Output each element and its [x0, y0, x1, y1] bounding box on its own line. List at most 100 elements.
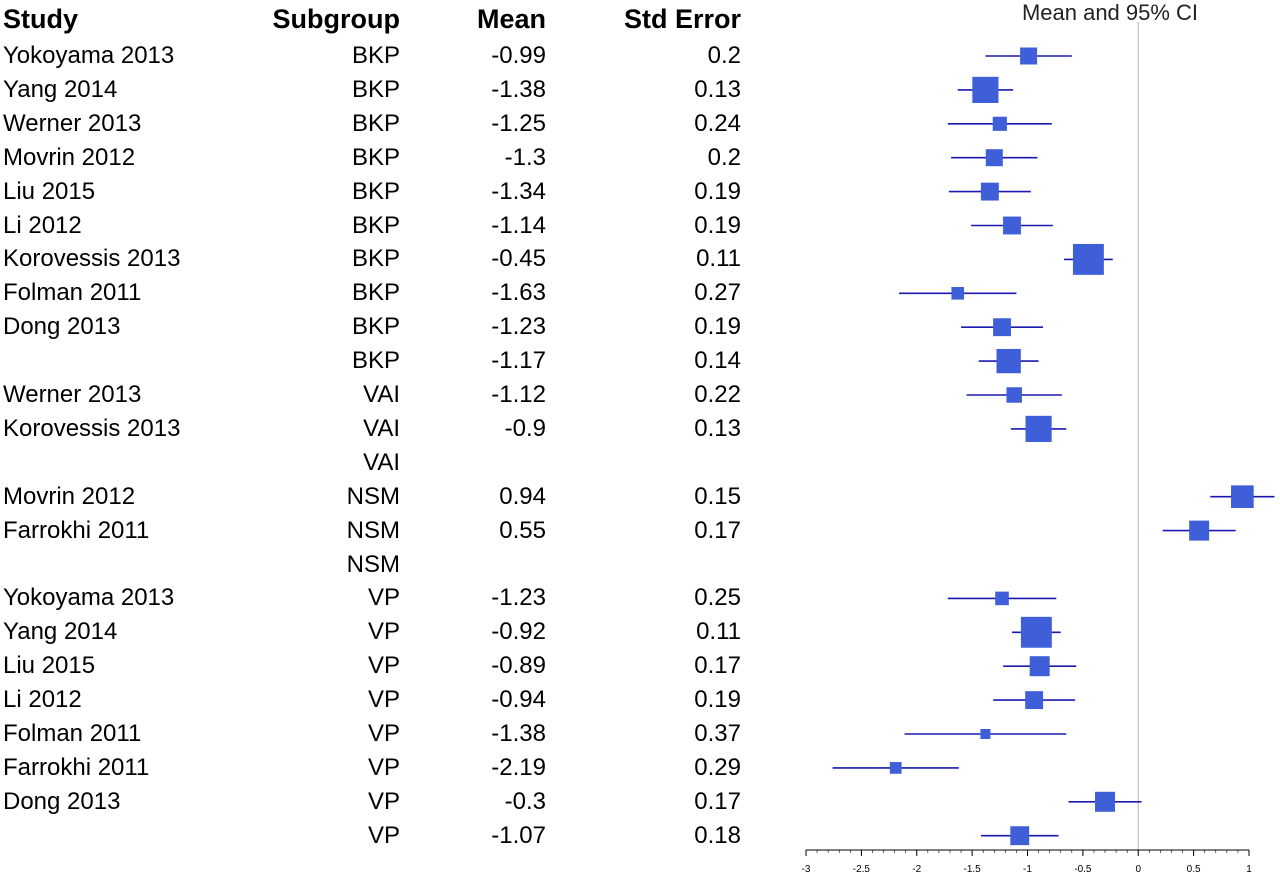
std-error-cell: 0.24	[694, 110, 741, 137]
mean-cell: -0.3	[504, 788, 546, 815]
effect-marker	[1231, 485, 1254, 509]
effect-marker	[1025, 691, 1044, 710]
subgroup-cell: NSM	[346, 551, 400, 578]
study-name: Werner 2013	[3, 381, 142, 408]
plot-title: Mean and 95% CI	[1021, 0, 1199, 25]
std-error-cell: 0.11	[696, 618, 741, 645]
x-tick-label: 0.5	[1187, 864, 1201, 875]
study-name: Movrin 2012	[3, 144, 136, 171]
subgroup-cell: BKP	[351, 279, 400, 306]
mean-cell: -1.63	[491, 279, 546, 306]
subgroup-cell: BKP	[351, 313, 400, 340]
std-error-cell: 0.17	[694, 652, 741, 679]
mean-cell: -2.19	[491, 754, 546, 781]
subgroup-cell: BKP	[351, 245, 400, 272]
study-name: Yokoyama 2013	[3, 42, 175, 69]
mean-cell: -1.3	[504, 144, 546, 171]
std-error-cell: 0.15	[694, 483, 741, 510]
effect-marker	[995, 591, 1009, 606]
study-name: Li 2012	[3, 686, 82, 713]
effect-marker	[1189, 520, 1210, 541]
std-error-cell: 0.27	[694, 279, 741, 306]
effect-marker	[1072, 243, 1104, 275]
mean-cell: -1.07	[491, 822, 546, 849]
effect-marker	[1010, 826, 1030, 846]
study-name: Dong 2013	[3, 788, 121, 815]
std-error-cell: 0.19	[694, 178, 741, 205]
study-name: Korovessis 2013	[3, 245, 181, 272]
subgroup-cell: NSM	[346, 517, 400, 544]
mean-cell: -1.38	[491, 720, 546, 747]
study-name: Movrin 2012	[3, 483, 136, 510]
study-name: Folman 2011	[3, 720, 142, 747]
mean-cell: -1.23	[491, 313, 546, 340]
x-tick-label: -3	[802, 864, 811, 875]
effect-marker	[1029, 656, 1050, 677]
subgroup-cell: VAI	[363, 449, 400, 476]
mean-cell: -1.25	[491, 110, 546, 137]
effect-marker	[1020, 47, 1038, 65]
mean-cell: -1.38	[491, 76, 546, 103]
std-error-cell: 0.11	[696, 245, 741, 272]
effect-marker	[993, 318, 1011, 337]
mean-cell: -0.89	[491, 652, 546, 679]
effect-marker	[980, 729, 991, 739]
study-name: Li 2012	[3, 212, 82, 239]
x-tick-label: -0.5	[1074, 864, 1092, 875]
study-name: Yang 2014	[3, 76, 118, 103]
x-tick-label: 1	[1246, 864, 1252, 875]
study-name: Liu 2015	[3, 178, 96, 205]
std-error-cell: 0.13	[694, 415, 741, 442]
std-error-cell: 0.22	[694, 381, 741, 408]
mean-cell: -1.34	[491, 178, 546, 205]
study-name: Liu 2015	[3, 652, 96, 679]
header-mean: Mean	[476, 4, 546, 34]
std-error-cell: 0.13	[694, 76, 741, 103]
std-error-cell: 0.37	[694, 720, 741, 747]
std-error-cell: 0.25	[694, 584, 741, 611]
std-error-cell: 0.18	[694, 822, 741, 849]
std-error-cell: 0.2	[707, 144, 741, 171]
study-name: Yokoyama 2013	[3, 584, 175, 611]
std-error-cell: 0.19	[694, 212, 741, 239]
subgroup-cell: VP	[367, 754, 400, 781]
std-error-cell: 0.29	[694, 754, 741, 781]
study-name: Korovessis 2013	[3, 415, 181, 442]
study-name: Dong 2013	[3, 313, 121, 340]
x-tick-label: -1	[1023, 864, 1032, 875]
effect-marker	[996, 348, 1021, 374]
study-name: Yang 2014	[3, 618, 118, 645]
subgroup-cell: BKP	[351, 110, 400, 137]
std-error-cell: 0.19	[694, 686, 741, 713]
effect-marker	[985, 149, 1003, 167]
mean-cell: -0.94	[491, 686, 546, 713]
mean-cell: -0.99	[491, 42, 546, 69]
effect-marker	[992, 116, 1007, 131]
study-name: Farrokhi 2011	[3, 517, 150, 544]
subgroup-cell: BKP	[351, 347, 400, 374]
subgroup-cell: BKP	[351, 212, 400, 239]
header-subgroup: Subgroup	[272, 4, 400, 34]
mean-cell: -1.17	[491, 347, 546, 374]
x-tick-label: -2	[912, 864, 921, 875]
std-error-cell: 0.19	[694, 313, 741, 340]
study-name: Folman 2011	[3, 279, 142, 306]
std-error-cell: 0.17	[694, 517, 741, 544]
subgroup-cell: VP	[367, 618, 400, 645]
x-tick-label: 0	[1135, 864, 1141, 875]
effect-marker	[951, 287, 965, 300]
effect-marker	[1020, 616, 1052, 648]
study-name: Werner 2013	[3, 110, 142, 137]
subgroup-cell: VP	[367, 822, 400, 849]
mean-cell: -1.14	[491, 212, 546, 239]
x-tick-label: -1.5	[964, 864, 982, 875]
x-tick-label: -2.5	[853, 864, 871, 875]
mean-cell: -1.12	[491, 381, 546, 408]
mean-cell: -0.9	[504, 415, 546, 442]
subgroup-cell: BKP	[351, 42, 400, 69]
mean-cell: -1.23	[491, 584, 546, 611]
std-error-cell: 0.2	[707, 42, 741, 69]
subgroup-cell: VP	[367, 720, 400, 747]
mean-cell: 0.55	[499, 517, 546, 544]
